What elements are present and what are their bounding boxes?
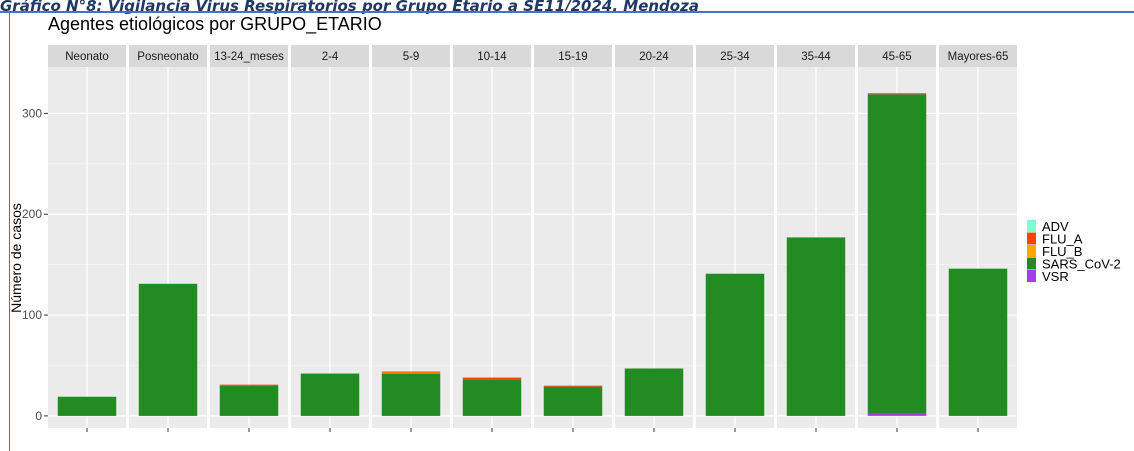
- facet-strip-label: 10-14: [477, 51, 507, 63]
- bar-segment: [57, 396, 117, 416]
- facet-strip-label: 20-24: [639, 51, 669, 63]
- facet-panel: Neonato: [48, 45, 126, 432]
- y-tick-label: 300: [22, 106, 42, 120]
- bar-segment: [219, 384, 279, 386]
- facet-strip: [696, 45, 774, 67]
- bar-segment: [867, 413, 927, 416]
- facet-panel: 10-14: [453, 45, 531, 432]
- facet-strip-label: Posneonato: [137, 51, 198, 63]
- facet-panel: 2-4: [291, 45, 369, 432]
- legend-label: ADV: [1042, 219, 1069, 234]
- bar-segment: [462, 377, 522, 380]
- bar-segment: [705, 273, 765, 416]
- facet-panel: 5-9: [372, 45, 450, 432]
- bar-segment: [300, 373, 360, 416]
- bar-segment: [867, 93, 927, 95]
- facet-strip-label: Neonato: [65, 51, 108, 63]
- legend-label: FLU_A: [1042, 232, 1083, 247]
- legend-swatch: [1027, 220, 1036, 232]
- facet-strip: [534, 45, 612, 67]
- bar-segment: [543, 386, 603, 416]
- facet-strip: [291, 45, 369, 67]
- bar-segment: [786, 237, 846, 416]
- facet-strip: [453, 45, 531, 67]
- y-tick-label: 100: [22, 308, 42, 322]
- chart-title: Agentes etiológicos por GRUPO_ETARIO: [48, 14, 382, 35]
- facet-strip: [372, 45, 450, 67]
- facet-panel: Posneonato: [129, 45, 207, 432]
- y-tick-label: 200: [22, 207, 42, 221]
- facet-panel: 13-24_meses: [210, 45, 288, 432]
- frame-top-border: [0, 11, 1134, 13]
- bar-segment: [381, 372, 441, 374]
- legend-swatch: [1027, 257, 1036, 270]
- bar-segment: [138, 283, 198, 416]
- legend-label: VSR: [1042, 269, 1069, 284]
- facet-strip-label: 35-44: [801, 51, 831, 63]
- y-axis-title: Número de casos: [8, 203, 24, 313]
- facet-strip: [615, 45, 693, 67]
- facet-strip-label: 2-4: [322, 51, 339, 63]
- bar-segment: [624, 368, 684, 416]
- y-axis: 0 100 200 300: [22, 106, 48, 423]
- facet-panel: 45-65: [858, 45, 936, 432]
- bar-segment: [462, 379, 522, 416]
- facet-panel: 20-24: [615, 45, 693, 432]
- frame-left-border: [9, 11, 10, 451]
- facet-strip: [129, 45, 207, 67]
- bar-segment: [948, 268, 1008, 416]
- legend-label: FLU_B: [1042, 244, 1082, 259]
- facet-strip: [777, 45, 855, 67]
- legend-swatch: [1027, 232, 1036, 245]
- facet-strip-label: 15-19: [558, 51, 587, 63]
- bar-segment: [219, 385, 279, 416]
- facet-panel: 15-19: [534, 45, 612, 432]
- bar-segment: [867, 94, 927, 414]
- facet-strip-label: 45-65: [882, 51, 911, 63]
- facet-strip-label: 25-34: [720, 51, 750, 63]
- facet-strip-label: 5-9: [403, 51, 420, 63]
- bar-segment: [381, 373, 441, 416]
- facet-panel: 35-44: [777, 45, 855, 432]
- y-tick-label: 0: [35, 409, 42, 423]
- bar-segment: [543, 385, 603, 387]
- facet-panels: Neonato Posneonato 13-24_meses 2-4 5-9 10-14 1…: [48, 45, 1017, 432]
- facet-strip: [858, 45, 936, 67]
- legend-swatch: [1027, 245, 1036, 257]
- facet-strip: [210, 45, 288, 67]
- legend-label: SARS_CoV-2: [1042, 257, 1121, 272]
- facet-strip: [48, 45, 126, 67]
- facet-panel: Mayores-65: [939, 45, 1017, 432]
- facet-strip-label: 13-24_meses: [214, 51, 284, 63]
- facet-strip: [939, 45, 1017, 67]
- bar-segment: [381, 371, 441, 373]
- facet-panel: 25-34: [696, 45, 774, 432]
- facet-strip-label: Mayores-65: [948, 51, 1009, 63]
- legend-swatch: [1027, 270, 1036, 282]
